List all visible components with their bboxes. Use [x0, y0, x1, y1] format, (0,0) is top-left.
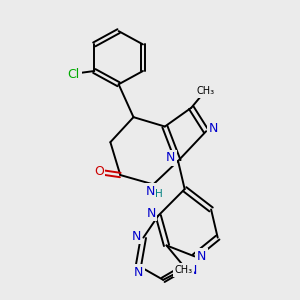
Text: N: N — [196, 250, 206, 263]
Text: N: N — [146, 185, 155, 198]
Text: N: N — [131, 230, 141, 242]
Text: CH₃: CH₃ — [196, 86, 214, 96]
Text: O: O — [94, 165, 104, 178]
Text: N: N — [209, 122, 218, 135]
Text: H: H — [155, 189, 163, 199]
Text: N: N — [166, 151, 176, 164]
Text: CH₃: CH₃ — [175, 265, 193, 275]
Text: Cl: Cl — [68, 68, 80, 81]
Text: N: N — [187, 264, 196, 277]
Text: N: N — [134, 266, 143, 278]
Text: N: N — [146, 207, 156, 220]
